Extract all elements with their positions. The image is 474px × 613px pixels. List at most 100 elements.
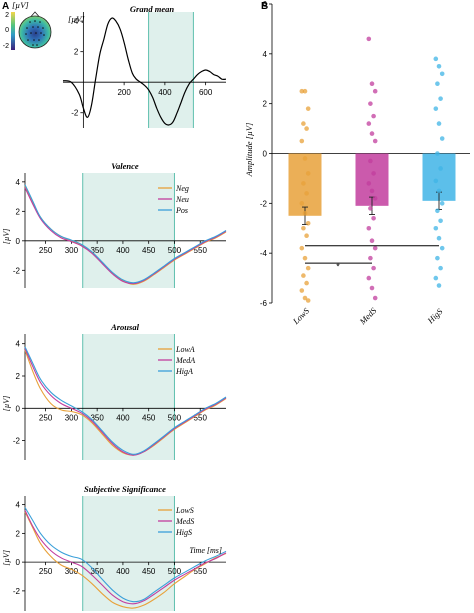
head-nose bbox=[30, 11, 40, 17]
analysis-window bbox=[148, 12, 194, 128]
data-point bbox=[372, 245, 378, 251]
x-tick-label: 400 bbox=[116, 413, 130, 422]
data-point bbox=[439, 201, 445, 206]
data-point bbox=[305, 106, 311, 111]
series-line-higs bbox=[24, 507, 227, 603]
data-point bbox=[301, 225, 306, 231]
y-tick-label: 0 bbox=[16, 404, 21, 413]
colorbar-tick-label: -2 bbox=[3, 43, 9, 50]
data-point bbox=[372, 88, 378, 94]
legend-label: MedS bbox=[175, 517, 194, 526]
y-tick-label: 0 bbox=[263, 150, 268, 159]
data-point bbox=[436, 121, 442, 126]
data-point bbox=[369, 131, 375, 136]
valence-chart: -2 0 2 4 250 300 350 400 450 500 550 Valence [µV] Neg… bbox=[2, 161, 227, 288]
data-point bbox=[433, 56, 439, 62]
data-point bbox=[304, 280, 309, 286]
y-tick-label: 4 bbox=[16, 340, 21, 349]
x-tick-label: 350 bbox=[90, 567, 104, 576]
electrode bbox=[36, 44, 38, 46]
x-tick-label: 300 bbox=[65, 246, 79, 255]
data-point bbox=[439, 245, 445, 251]
colorbar-tick-label: 2 bbox=[5, 12, 9, 19]
data-point bbox=[438, 218, 443, 224]
series-line-lowa bbox=[24, 350, 227, 456]
data-point bbox=[302, 156, 308, 161]
y-axis-label: [µV] bbox=[2, 396, 11, 412]
series-line-meda bbox=[24, 348, 227, 456]
electrode bbox=[39, 21, 41, 23]
electrode bbox=[37, 26, 39, 28]
x-tick-label: 250 bbox=[39, 567, 53, 576]
x-tick-label: 300 bbox=[65, 567, 79, 576]
data-point bbox=[369, 285, 375, 291]
electrode bbox=[26, 27, 28, 29]
y-tick-label: -2 bbox=[13, 437, 21, 446]
data-point bbox=[299, 201, 305, 206]
y-axis-label: [µV] bbox=[68, 14, 85, 24]
data-point bbox=[305, 265, 311, 271]
significance-marker: * bbox=[336, 261, 340, 271]
data-point bbox=[301, 273, 306, 278]
colorbar bbox=[11, 12, 15, 50]
y-tick-label: -2 bbox=[260, 199, 268, 208]
data-point bbox=[372, 196, 378, 201]
data-point bbox=[304, 126, 309, 131]
data-point bbox=[301, 181, 306, 186]
x-tick-label: HigS bbox=[425, 306, 445, 326]
electrode bbox=[29, 21, 31, 23]
electrode bbox=[32, 26, 34, 28]
data-point bbox=[305, 171, 311, 176]
data-point bbox=[369, 238, 375, 244]
subjective-significance-chart: -2 0 2 4 250 300 350 400 450 500 550 Subjective Sig… bbox=[2, 484, 227, 611]
data-point bbox=[372, 295, 378, 301]
x-tick-label: 550 bbox=[194, 246, 208, 255]
x-tick-label: 400 bbox=[158, 88, 172, 97]
data-point bbox=[438, 265, 443, 271]
electrode bbox=[34, 20, 36, 22]
data-point bbox=[436, 188, 442, 194]
data-point bbox=[371, 265, 376, 271]
amplitude-bar-chart: -6 -4 -2 0 2 4 6 Amplitude [µV] LowS MedS HigS * bbox=[244, 0, 470, 327]
data-point bbox=[438, 96, 443, 101]
time-axis-label: Time [ms] bbox=[189, 546, 222, 555]
chart-title: Grand mean bbox=[130, 4, 174, 14]
x-tick-label: 450 bbox=[142, 413, 156, 422]
data-point bbox=[366, 36, 372, 42]
arousal-chart: -2 0 2 4 250 300 350 400 450 500 550 Arousal [µV] Low… bbox=[2, 322, 227, 460]
x-tick-label: 350 bbox=[90, 413, 104, 422]
chart-title: Arousal bbox=[110, 322, 140, 332]
electrode bbox=[25, 33, 27, 35]
y-tick-label: 4 bbox=[263, 50, 268, 59]
x-tick-label: 550 bbox=[194, 567, 208, 576]
electrode bbox=[38, 39, 40, 41]
data-point bbox=[301, 121, 306, 126]
x-tick-label: 350 bbox=[90, 246, 104, 255]
panel-a-label: A bbox=[2, 1, 9, 12]
y-tick-label: -2 bbox=[13, 266, 21, 275]
y-tick-label: 0 bbox=[16, 558, 21, 567]
x-tick-label: MedS bbox=[357, 305, 379, 327]
y-tick-label: -4 bbox=[260, 249, 268, 258]
data-point bbox=[435, 208, 440, 214]
data-point bbox=[302, 295, 308, 301]
y-tick-label: 6 bbox=[263, 0, 268, 9]
x-tick-label: 600 bbox=[199, 88, 213, 97]
legend-label: HigS bbox=[175, 528, 192, 537]
colorbar-tick-label: 0 bbox=[5, 27, 9, 34]
data-point bbox=[371, 171, 376, 176]
data-point bbox=[368, 158, 373, 164]
x-tick-label: 450 bbox=[142, 246, 156, 255]
y-tick-label: 0 bbox=[16, 237, 21, 246]
data-point bbox=[436, 235, 442, 241]
data-point bbox=[372, 138, 378, 144]
data-point bbox=[433, 106, 439, 111]
x-tick-label: 500 bbox=[168, 413, 182, 422]
data-point bbox=[368, 255, 373, 261]
y-tick-label: -2 bbox=[71, 109, 79, 118]
data-point bbox=[368, 206, 373, 211]
series-line-pos bbox=[24, 184, 227, 284]
data-point bbox=[302, 255, 308, 261]
legend-label: LowS bbox=[175, 506, 194, 515]
